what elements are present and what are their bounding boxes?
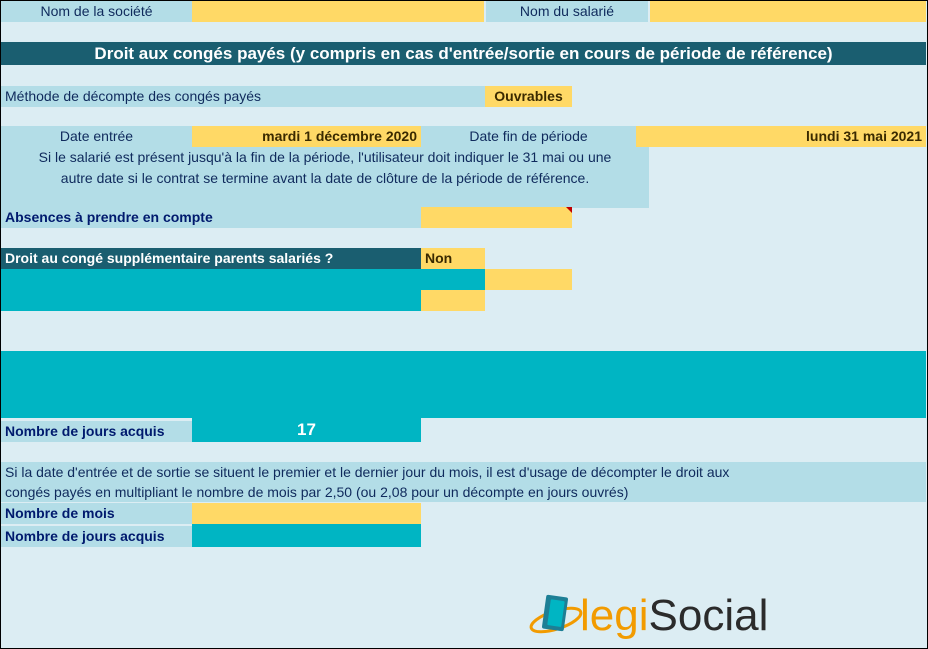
entry-date-value[interactable]: mardi 1 décembre 2020 [192, 126, 421, 147]
result2-days-value [192, 524, 421, 547]
children-count-input[interactable] [485, 269, 572, 290]
method-value[interactable]: Ouvrables [485, 86, 572, 107]
absences-label: Absences à prendre en compte [1, 207, 421, 228]
employee-input[interactable] [650, 1, 926, 22]
result-days-label: Nombre de jours acquis [1, 421, 192, 442]
parents-detail-bar [1, 269, 485, 311]
months-note-line1: Si la date d'entrée et de sortie se situ… [5, 464, 730, 480]
company-label: Nom de la société [1, 1, 192, 22]
end-date-label: Date fin de période [469, 128, 588, 144]
months-note-bg [1, 462, 926, 502]
result2-days-label: Nombre de jours acquis [1, 526, 192, 547]
dates-note-line1: Si le salarié est présent jusqu'à la fin… [38, 149, 612, 165]
dates-note-line2: autre date si le contrat se termine avan… [60, 170, 590, 186]
employee-label: Nom du salarié [486, 1, 648, 22]
method-label: Méthode de décompte des congés payés [1, 86, 485, 107]
comment-marker-icon [566, 207, 572, 213]
children-age-input[interactable] [421, 290, 485, 311]
absences-input[interactable] [421, 207, 572, 228]
logo-text-part1: legi [580, 591, 649, 640]
parents-label: Droit au congé supplémentaire parents sa… [1, 248, 421, 269]
logo-text-part2: Social [648, 591, 769, 640]
page-title: Droit aux congés payés (y compris en cas… [1, 42, 926, 65]
months-note-line2: congés payés en multipliant le nombre de… [5, 484, 629, 500]
legisocial-logo-icon [528, 590, 584, 640]
end-date-value[interactable]: lundi 31 mai 2021 [636, 126, 926, 147]
months-label: Nombre de mois [1, 503, 192, 524]
parents-value[interactable]: Non [421, 248, 485, 269]
company-input[interactable] [192, 1, 484, 22]
legisocial-logo-text: legiSocial [580, 592, 768, 640]
result-days-value: 17 [192, 418, 421, 442]
months-input[interactable] [192, 503, 421, 524]
entry-date-label: Date entrée [59, 128, 134, 144]
calculation-block [1, 351, 926, 418]
